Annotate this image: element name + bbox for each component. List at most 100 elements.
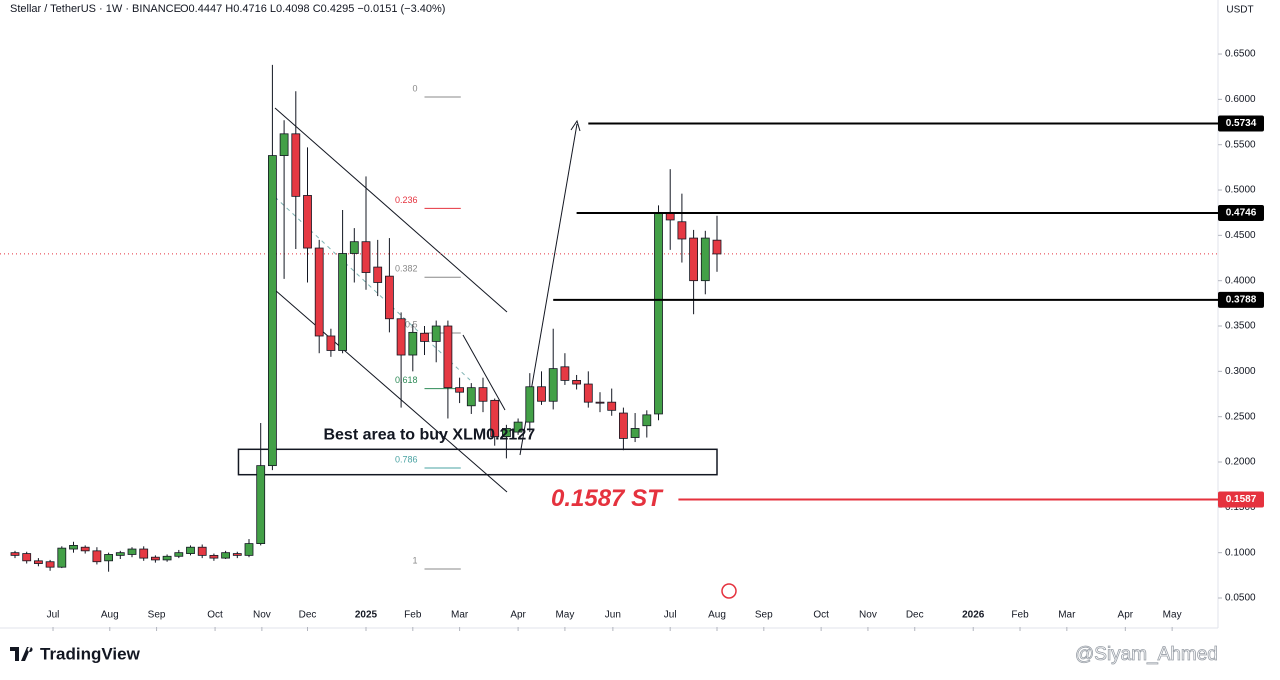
- fib-label: 0.618: [395, 375, 418, 385]
- candle-body: [373, 266, 383, 283]
- level-tag: [1218, 291, 1264, 308]
- candle-body: [537, 386, 546, 402]
- level-tag: [1218, 205, 1264, 222]
- y-tick-label: 0.4500: [1225, 230, 1256, 241]
- candle-body: [525, 386, 535, 423]
- candle-body: [69, 545, 78, 550]
- fib-label: 0.382: [395, 264, 418, 274]
- x-tick-label: Jul: [664, 610, 677, 621]
- candle-body: [490, 399, 500, 438]
- event-icon: [721, 583, 737, 599]
- candle-body: [583, 383, 593, 403]
- candle-body: [689, 237, 699, 282]
- x-tick-label: Sep: [755, 610, 773, 621]
- candle-body: [326, 335, 336, 351]
- candle-body: [92, 550, 102, 563]
- channel-lower: [274, 289, 508, 493]
- x-tick-label: Dec: [299, 610, 317, 621]
- candle-body: [654, 212, 663, 415]
- x-tick-label: Dec: [906, 610, 924, 621]
- symbol: Stellar / TetherUS · 1W · BINANCE: [10, 3, 181, 15]
- candle-body: [104, 554, 113, 562]
- x-tick-label: May: [1163, 610, 1182, 621]
- candle-body: [10, 552, 20, 556]
- candle-body: [548, 368, 558, 402]
- level-tag: [1218, 115, 1264, 132]
- fib-label: 0.236: [395, 195, 418, 205]
- fib-label: 0.786: [395, 454, 418, 464]
- currency: USDT: [1226, 5, 1253, 16]
- candle-body: [630, 428, 640, 438]
- candle-body: [431, 325, 441, 342]
- candle-body: [455, 387, 465, 393]
- candle-body: [478, 387, 488, 402]
- candle-body: [256, 465, 266, 544]
- x-tick-label: Nov: [253, 610, 271, 621]
- y-tick-label: 0.1500: [1225, 502, 1256, 513]
- y-tick-label: 0.4000: [1225, 275, 1256, 286]
- x-tick-label: Feb: [1011, 610, 1029, 621]
- candle-body: [314, 247, 324, 337]
- fib-label: 1: [412, 555, 417, 565]
- fib-label: 0.5: [405, 319, 418, 329]
- x-tick-label: Nov: [859, 610, 877, 621]
- logo: TradingView: [10, 644, 141, 663]
- y-tick-label: 0.5000: [1225, 185, 1256, 196]
- x-tick-label: Mar: [1058, 610, 1076, 621]
- candle-body: [420, 332, 429, 342]
- candle-body: [291, 133, 301, 197]
- candle-body: [45, 561, 55, 568]
- trend-line: [462, 334, 506, 411]
- candle-body: [115, 552, 125, 556]
- y-tick-label: 0.6000: [1225, 94, 1256, 105]
- x-tick-label: Jul: [47, 610, 60, 621]
- level-tag-label: 0.1587: [1226, 494, 1257, 505]
- fib-label: 0: [412, 83, 417, 93]
- candle-body: [572, 380, 582, 385]
- y-tick-label: 0.5500: [1225, 139, 1256, 150]
- level-tag-label: 0.4746: [1226, 208, 1257, 219]
- level-tag: [1218, 491, 1264, 508]
- candle-body: [396, 318, 406, 356]
- candle-body: [221, 552, 231, 559]
- candle-body: [186, 546, 195, 554]
- y-tick-label: 0.3500: [1225, 321, 1256, 332]
- candle-body: [677, 221, 687, 240]
- candle-body: [244, 543, 254, 556]
- candle-body: [513, 421, 523, 433]
- brand: TradingView: [40, 644, 141, 663]
- candle-body: [209, 554, 219, 559]
- candle-body: [349, 241, 359, 254]
- candle-body: [607, 401, 617, 411]
- candle-body: [232, 553, 242, 556]
- candle-body: [127, 548, 137, 555]
- buy-zone-label: Best area to buy XLM0.2127: [323, 427, 535, 444]
- x-tick-label: Oct: [207, 610, 223, 621]
- x-tick-label: Feb: [404, 610, 422, 621]
- x-tick-label: 2026: [962, 610, 985, 621]
- candle-body: [361, 241, 371, 273]
- x-tick-label: Aug: [101, 610, 119, 621]
- candle-body: [700, 237, 710, 282]
- y-tick-label: 0.6500: [1225, 49, 1256, 60]
- x-tick-label: Sep: [148, 610, 166, 621]
- stop-label: 0.1587 ST: [551, 485, 664, 512]
- candle-body: [80, 546, 90, 552]
- candle-body: [443, 325, 453, 389]
- candle-body: [174, 552, 184, 557]
- y-tick-label: 0.3000: [1225, 366, 1256, 377]
- candle-body: [57, 547, 67, 568]
- candle-body: [338, 253, 348, 351]
- x-tick-label: Apr: [510, 610, 526, 621]
- level-tag-label: 0.5734: [1226, 118, 1257, 129]
- candle-body: [466, 387, 476, 407]
- y-tick-label: 0.1000: [1225, 547, 1256, 558]
- candle-body: [197, 546, 207, 556]
- y-tick-label: 0.2500: [1225, 411, 1256, 422]
- candle-body: [139, 548, 149, 559]
- buy-zone: [237, 448, 718, 476]
- candle-body: [268, 155, 277, 467]
- candle-body: [619, 412, 628, 439]
